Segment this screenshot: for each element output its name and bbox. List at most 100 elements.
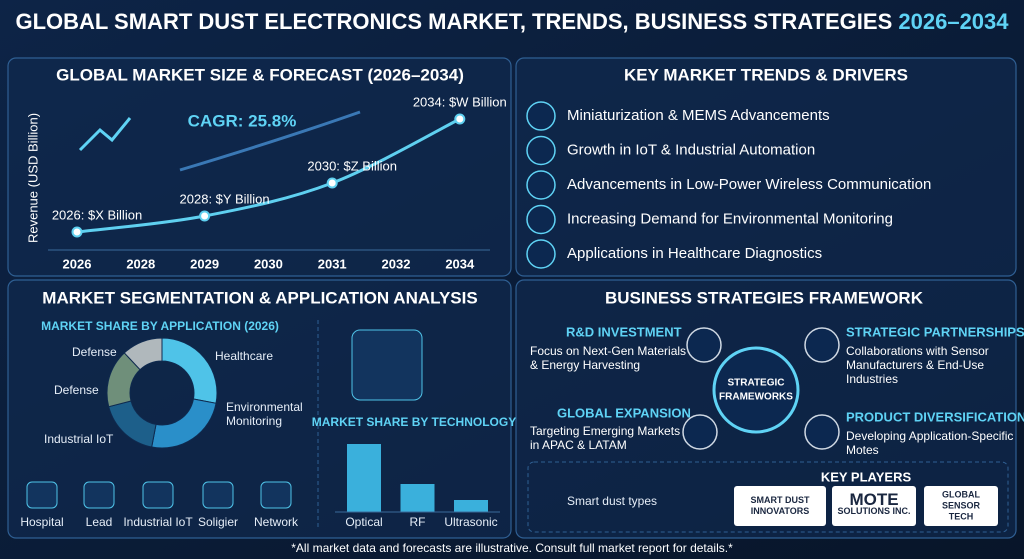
logo-text: GLOBAL [942, 489, 980, 499]
panel [7, 57, 512, 277]
point [71, 226, 83, 238]
decor-arrow [179, 110, 361, 172]
strategy-icon [804, 327, 840, 363]
strategy-text: Motes [846, 443, 879, 457]
center-text: STRATEGIC [727, 378, 784, 389]
point-label: 2028: $Y Billion [180, 191, 270, 206]
slice-label: Environmental [226, 400, 303, 414]
x-tick-label: Optical [345, 515, 382, 529]
donut-slice [123, 337, 163, 371]
line [76, 117, 461, 234]
footer: *All market data and forecasts are illus… [291, 541, 733, 555]
logo-text: SMART DUST [751, 495, 810, 505]
point-label: 2030: $Z Billion [307, 158, 397, 173]
app-icon [142, 481, 174, 509]
panel-title: GLOBAL MARKET SIZE & FORECAST (2026–2034… [56, 65, 464, 84]
slice-label: Industrial IoT [44, 432, 114, 446]
players-label: Smart dust types [567, 494, 657, 508]
trend-icon [526, 170, 556, 200]
slice-label: Healthcare [215, 349, 273, 363]
strategy-text: Developing Application-Specific [846, 429, 1013, 443]
players-title: KEY PLAYERS [821, 469, 912, 484]
page-title: GLOBAL SMART DUST ELECTRONICS MARKET, TR… [15, 9, 1009, 34]
trend-text: Growth in IoT & Industrial Automation [567, 141, 815, 158]
trend-icon [526, 101, 556, 131]
app-label: Industrial IoT [123, 515, 193, 529]
logo [832, 486, 916, 526]
x-tick-label: 2034 [445, 256, 475, 271]
strategy-title: STRATEGIC PARTNERSHIPS [846, 324, 1024, 339]
panel-title: KEY MARKET TRENDS & DRIVERS [624, 65, 908, 84]
app-label: Network [254, 515, 299, 529]
strategy-icon [682, 414, 718, 450]
strategy-text: Manufacturers & End-Use [846, 358, 984, 372]
x-tick-label: 2030 [254, 256, 283, 271]
trend-text: Miniaturization & MEMS Advancements [567, 107, 830, 124]
decor-icon [78, 117, 132, 152]
trend-text: Applications in Healthcare Diagnostics [567, 245, 822, 262]
app-label: Lead [86, 515, 113, 529]
x-tick-label: Ultrasonic [444, 515, 497, 529]
chart-title: MARKET SHARE BY TECHNOLOGY [312, 415, 516, 429]
strategy-icon [686, 327, 722, 363]
slice-label: Defense [54, 383, 99, 397]
strategy-text: Targeting Emerging Markets [530, 424, 680, 438]
trend-text: Increasing Demand for Environmental Moni… [567, 210, 893, 227]
x-tick-label: 2026 [63, 256, 92, 271]
point-label: 2034: $W Billion [413, 94, 507, 109]
logo [734, 486, 826, 526]
app-icon [26, 481, 58, 509]
y-axis-label: Revenue (USD Billion) [25, 113, 40, 243]
point [326, 177, 338, 189]
center-text: FRAMEWORKS [719, 392, 793, 403]
bar [400, 484, 435, 512]
x-tick-label: 2028 [126, 256, 155, 271]
title-text: GLOBAL SMART DUST ELECTRONICS MARKET, TR… [15, 9, 892, 34]
app-label: Hospital [20, 515, 63, 529]
strategy-text: & Energy Harvesting [530, 358, 640, 372]
logo-text: SENSOR [942, 500, 981, 510]
app-icon [83, 481, 115, 509]
trend-text: Advancements in Low-Power Wireless Commu… [567, 176, 931, 193]
x-tick-label: RF [410, 515, 426, 529]
logo-text: TECH [949, 511, 974, 521]
players-box [527, 461, 1009, 533]
panel-title: MARKET SEGMENTATION & APPLICATION ANALYS… [42, 288, 477, 307]
trend-icon [526, 239, 556, 269]
chip-icon [351, 329, 423, 401]
point [454, 113, 466, 125]
slice-label: Defense [72, 345, 117, 359]
point [199, 210, 211, 222]
panel-title: BUSINESS STRATEGIES FRAMEWORK [605, 288, 924, 307]
strategy-text: in APAC & LATAM [530, 438, 627, 452]
strategy-title: PRODUCT DIVERSIFICATION [846, 409, 1024, 424]
point-label: 2026: $X Billion [52, 207, 142, 222]
x-tick-label: 2032 [382, 256, 411, 271]
slice-label: Monitoring [226, 414, 282, 428]
strategy-icon [804, 414, 840, 450]
strategy-text: Industries [846, 372, 898, 386]
logo-text: MOTE [849, 490, 898, 509]
app-icon [202, 481, 234, 509]
bar [454, 500, 488, 512]
bar [347, 444, 381, 512]
strategy-text: Focus on Next-Gen Materials [530, 344, 686, 358]
strategy-title: GLOBAL EXPANSION [557, 405, 691, 420]
app-label: Soligier [198, 515, 238, 529]
logo-text: INNOVATORS [751, 506, 810, 516]
strategy-title: R&D INVESTMENT [566, 324, 682, 339]
chart-title: MARKET SHARE BY APPLICATION (2026) [41, 319, 279, 333]
strategy-text: Collaborations with Sensor [846, 344, 989, 358]
logo-text: SOLUTIONS INC. [837, 506, 910, 516]
app-icon [260, 481, 292, 509]
logo [924, 486, 998, 526]
panel [515, 57, 1017, 277]
center-circle [712, 346, 800, 434]
trend-icon [526, 204, 556, 235]
trend-icon [526, 135, 556, 166]
title-years: 2026–2034 [898, 9, 1009, 34]
cagr: CAGR: 25.8% [188, 111, 297, 130]
x-tick-label: 2029 [190, 256, 219, 271]
x-tick-label: 2031 [318, 256, 347, 271]
